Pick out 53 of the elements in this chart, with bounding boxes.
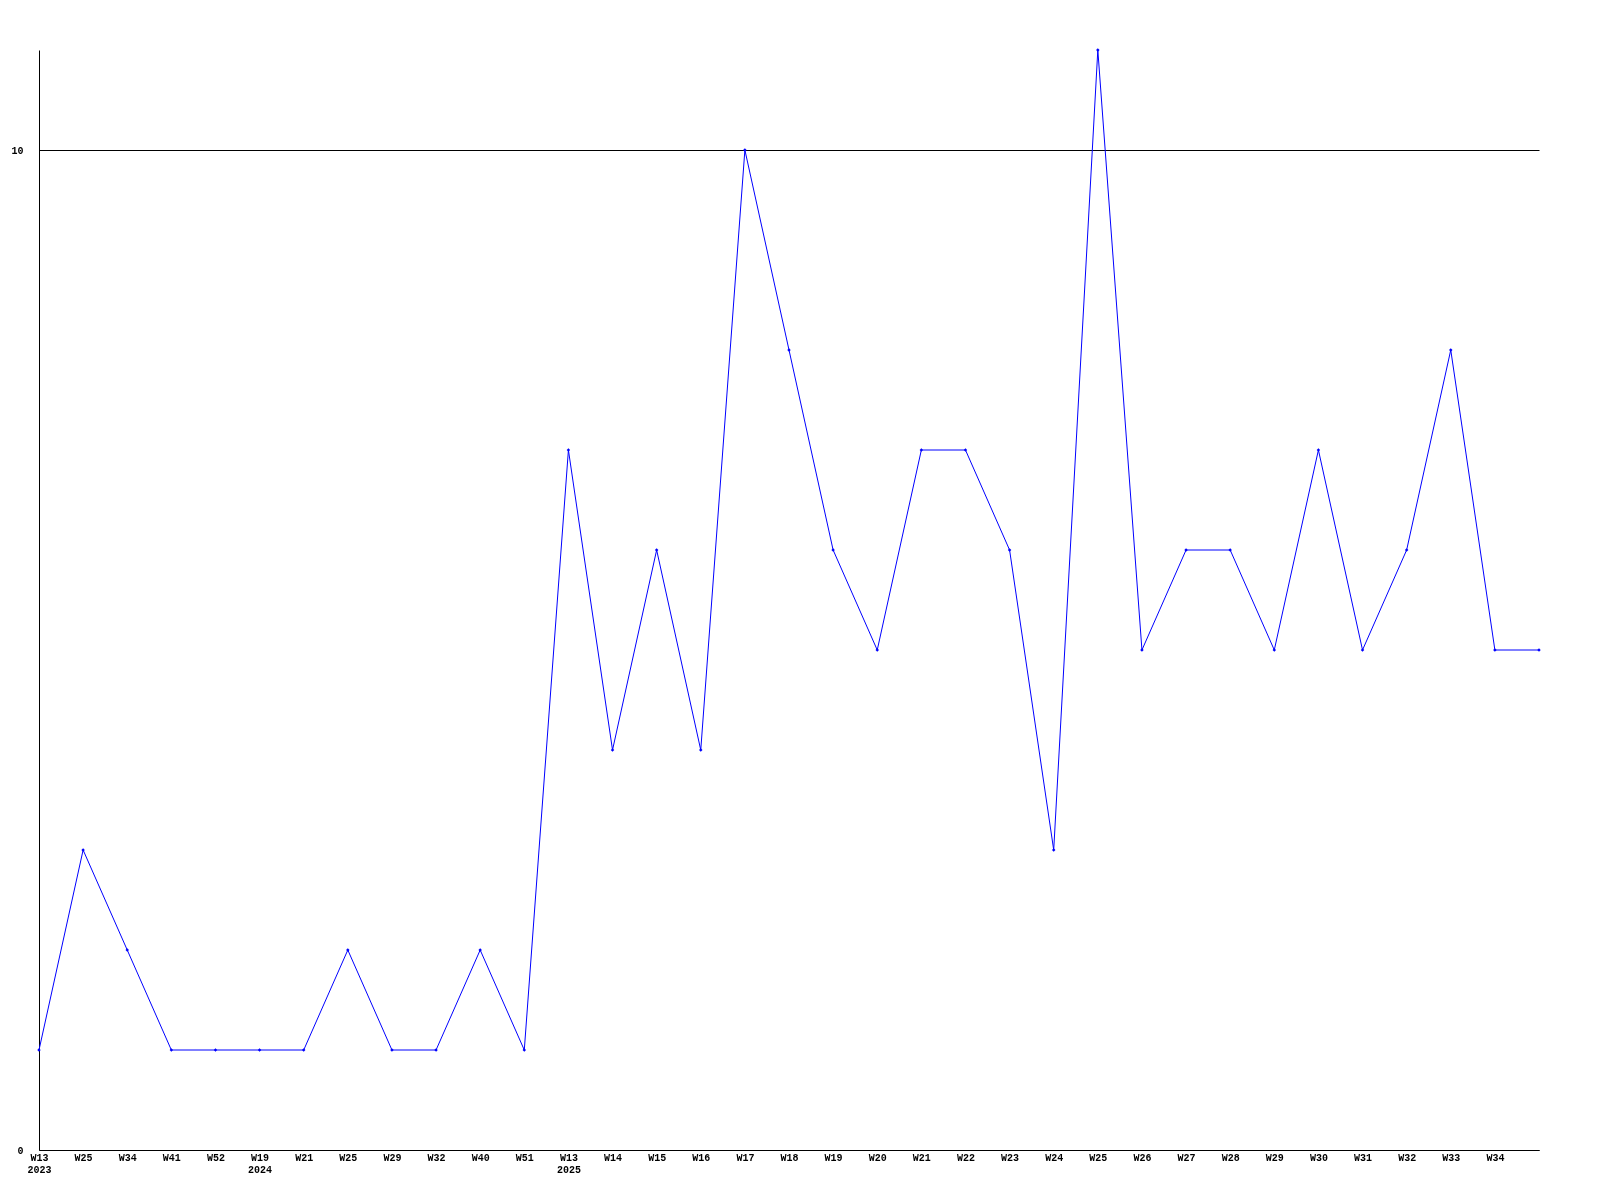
point <box>169 1048 174 1052</box>
x-tick-label: W40 <box>471 1152 490 1164</box>
x-tick-label: W25 <box>74 1152 93 1164</box>
x-tick-label: W21 <box>295 1152 314 1164</box>
point <box>610 748 615 752</box>
point <box>301 1048 306 1052</box>
point <box>566 448 571 452</box>
x-tick-label: W13 2025 <box>556 1152 581 1176</box>
x-tick-label: W20 <box>868 1152 887 1164</box>
point <box>1404 548 1409 552</box>
x-tick-label: W21 <box>912 1152 931 1164</box>
y-tick-label: 0 <box>17 1145 24 1157</box>
x-tick-label: W31 <box>1354 1152 1373 1164</box>
x-tick-label: W19 <box>824 1152 843 1164</box>
point <box>1360 648 1365 652</box>
point <box>213 1048 218 1052</box>
y-tick-label: 10 <box>11 145 24 157</box>
line-series <box>37 48 1541 1052</box>
x-tick-label: W22 <box>956 1152 975 1164</box>
point <box>1316 448 1321 452</box>
point <box>919 448 924 452</box>
x-tick-label: W18 <box>780 1152 799 1164</box>
x-tick-label: W13 2023 <box>27 1152 52 1176</box>
x-tick-label: W16 <box>692 1152 711 1164</box>
x-tick-label: W25 <box>1089 1152 1108 1164</box>
point <box>1051 848 1056 852</box>
x-tick-label: W28 <box>1221 1152 1240 1164</box>
x-tick-label: W34 <box>118 1152 137 1164</box>
x-tick-label: W33 <box>1442 1152 1461 1164</box>
x-tick-label: W19 2024 <box>248 1152 273 1176</box>
x-tick-label: W29 <box>383 1152 402 1164</box>
x-tick-label: W17 <box>736 1152 755 1164</box>
x-tick-label: W25 <box>339 1152 358 1164</box>
x-tick-label: W24 <box>1045 1152 1064 1164</box>
x-tick-label: W32 <box>1398 1152 1417 1164</box>
x-tick-label: W32 <box>427 1152 446 1164</box>
x-tick-label: W23 <box>1001 1152 1020 1164</box>
x-tick-label: W41 <box>162 1152 181 1164</box>
x-tick-label: W52 <box>206 1152 225 1164</box>
point <box>963 448 968 452</box>
x-tick-label: W15 <box>648 1152 667 1164</box>
x-tick-label: W34 <box>1486 1152 1505 1164</box>
point <box>1272 648 1277 652</box>
point <box>522 1048 527 1052</box>
x-tick-label: W14 <box>604 1152 623 1164</box>
point <box>257 1048 262 1052</box>
point <box>1007 548 1012 552</box>
x-tick-label: W26 <box>1133 1152 1152 1164</box>
x-tick-label: W29 <box>1265 1152 1284 1164</box>
x-tick-label: W51 <box>515 1152 534 1164</box>
x-tick-label: W27 <box>1177 1152 1196 1164</box>
x-tick-label: W30 <box>1309 1152 1328 1164</box>
point <box>654 548 659 552</box>
